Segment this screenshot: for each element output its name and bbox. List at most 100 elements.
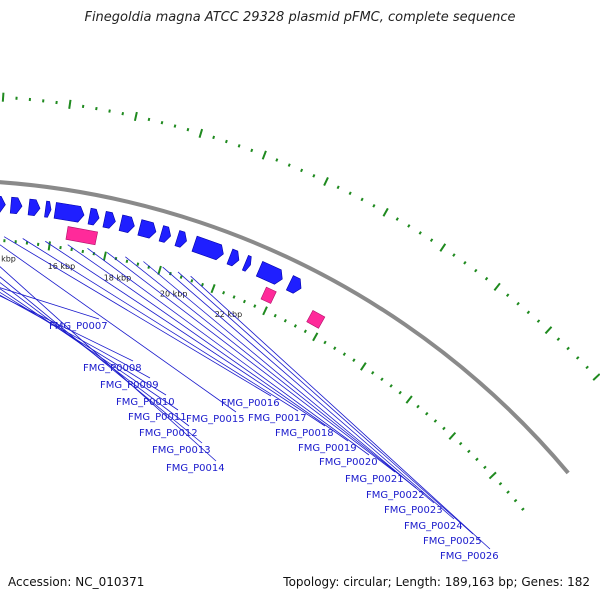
label-leader (0, 276, 203, 444)
minor-tick (173, 124, 177, 128)
minor-tick (81, 249, 85, 254)
minor-tick (108, 109, 111, 113)
label-leader (0, 266, 217, 462)
minor-tick (521, 507, 525, 511)
gene-label: FMG_P0022 (366, 490, 425, 501)
label-leader (0, 288, 179, 411)
gene-marker (306, 309, 326, 329)
label-leader (0, 282, 190, 427)
label-leader-lines (0, 236, 491, 550)
minor-tick (425, 411, 429, 416)
gene-label: FMG_P0010 (116, 397, 175, 408)
label-leader (125, 256, 417, 489)
major-tick (198, 128, 204, 138)
minor-tick (475, 457, 479, 462)
label-leader (0, 287, 100, 320)
major-tick (210, 284, 216, 294)
minor-tick (585, 365, 589, 370)
minor-tick (418, 231, 422, 235)
gene-label: FMG_P0021 (345, 474, 404, 485)
minor-tick (516, 301, 520, 306)
minor-tick (389, 384, 393, 388)
gene-label: FMG_P0023 (384, 505, 443, 516)
minor-tick (575, 356, 580, 360)
major-tick (493, 282, 501, 292)
gene-feature (27, 198, 41, 216)
gene-label: FMG_P0025 (423, 536, 482, 547)
gene-label: FMG_P0026 (440, 551, 499, 562)
major-tick (488, 471, 497, 480)
minor-tick (186, 127, 190, 132)
gene-label: FMG_P0016 (221, 398, 280, 409)
minor-tick (513, 498, 518, 503)
label-leader (67, 244, 349, 442)
minor-tick (416, 404, 420, 409)
minor-tick (160, 120, 164, 125)
gene-feature (241, 254, 252, 272)
minor-tick (407, 224, 411, 228)
minor-tick (505, 293, 510, 297)
label-leader (3, 236, 272, 397)
minor-tick (336, 185, 340, 190)
scale-mark-label: 20 kbp (160, 290, 188, 299)
minor-tick (114, 256, 118, 261)
gene-label: FMG_P0013 (152, 445, 211, 456)
gene-feature (0, 195, 6, 213)
gene-feature (53, 202, 85, 223)
label-leader (162, 266, 455, 520)
minor-tick (224, 139, 228, 144)
major-tick (439, 243, 447, 252)
minor-tick (342, 352, 347, 356)
minor-tick (498, 481, 503, 486)
minor-tick (136, 262, 140, 266)
minor-tick (442, 426, 446, 431)
gene-labels: FMG_P0007 FMG_P0008 FMG_P0009 FMG_P0010 FMG_… (49, 321, 499, 562)
gene-feature (118, 214, 135, 233)
minor-tick (433, 419, 438, 423)
gene-feature (255, 261, 283, 285)
gene-feature (102, 210, 116, 229)
minor-tick (333, 346, 337, 351)
minor-tick (506, 490, 510, 494)
label-leader (0, 244, 237, 413)
minor-tick (179, 275, 183, 279)
minor-tick (371, 370, 375, 375)
minor-tick (484, 276, 489, 281)
label-leader (87, 248, 370, 456)
major-tick (592, 373, 600, 381)
major-tick (544, 326, 553, 335)
major-tick (261, 150, 267, 160)
minor-tick (556, 337, 561, 341)
gene-marker (65, 226, 99, 246)
minor-tick (293, 324, 297, 328)
accession-text: Accession: NC_010371 (8, 575, 145, 589)
label-leader (190, 275, 491, 550)
label-leader (0, 294, 151, 379)
minor-tick (283, 318, 287, 323)
gene-feature (174, 230, 187, 248)
gene-label: FMG_P0018 (275, 428, 334, 439)
scale-mark-label: 22 kbp (215, 310, 243, 319)
minor-tick (237, 144, 241, 148)
gene-feature (137, 219, 157, 239)
label-leader (45, 240, 326, 427)
minor-tick (212, 135, 216, 140)
minor-tick (253, 304, 257, 308)
minor-tick (70, 247, 73, 252)
gene-label: FMG_P0014 (166, 463, 225, 474)
minor-tick (273, 313, 277, 318)
minor-tick (275, 158, 279, 162)
gene-marker (260, 286, 277, 304)
minor-tick (201, 282, 204, 287)
minor-tick (474, 268, 478, 273)
minor-tick (348, 191, 352, 196)
inner-tick-ring (3, 239, 525, 511)
scale-mark-label: 14 kbp (0, 255, 16, 264)
minor-tick (398, 390, 402, 395)
marker-track (65, 226, 326, 329)
major-tick (382, 207, 389, 217)
minor-tick (463, 260, 467, 265)
major-tick (323, 176, 329, 186)
